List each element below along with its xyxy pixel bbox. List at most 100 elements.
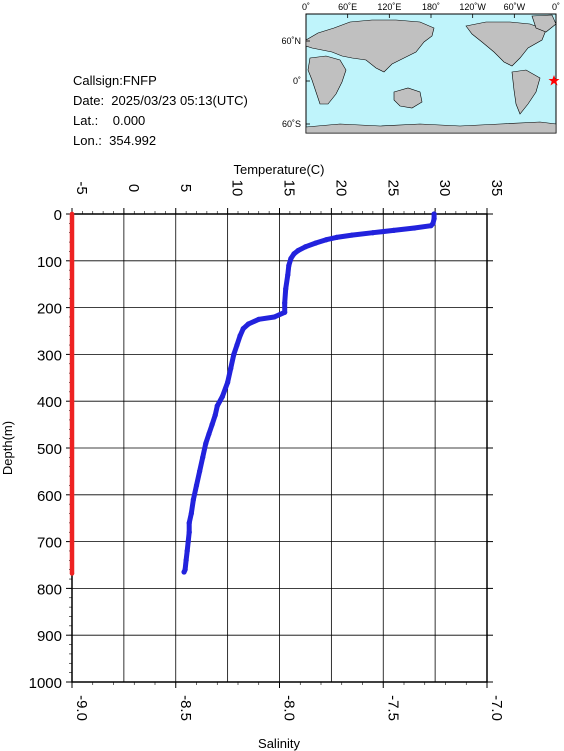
chart-grid (71, 213, 488, 683)
salinity-point-6 (69, 492, 75, 497)
salinity-point-8 (69, 571, 75, 576)
depth-tick-label: 800 (37, 581, 62, 598)
salinity-point-1 (69, 258, 75, 263)
temperature-point-19 (282, 309, 288, 315)
map-longitude-label: 60˚W (504, 2, 526, 12)
temperature-tick-label: 35 (488, 180, 505, 197)
greenland-landmass (531, 14, 557, 33)
depth-tick-label: 0 (54, 207, 62, 224)
depth-tick-label: 500 (37, 441, 62, 458)
temperature-axis: -5 0 5 10 15 20 25 30 35 (71, 180, 505, 214)
temperature-point-31 (212, 412, 218, 418)
callsign-text: Callsign:FNFP (73, 73, 157, 88)
temperature-tick-label: 15 (281, 180, 298, 197)
world-map: 0˚ 60˚E 120˚E 180˚ 120˚W 60˚W 0˚ 60˚N 0˚ 60˚S (281, 2, 560, 134)
temperature-point-11 (302, 244, 309, 250)
map-longitude-labels: 0˚ 60˚E 120˚E 180˚ 120˚W 60˚W 0˚ (302, 2, 560, 18)
map-longitude-label: 120˚W (459, 2, 486, 12)
temperature-tick-label: 5 (177, 184, 194, 192)
temperature-point-8 (333, 234, 340, 240)
temperature-point-43 (184, 548, 190, 554)
temperature-point-25 (234, 342, 240, 348)
temperature-point-24 (237, 333, 243, 339)
temperature-tick-label: 0 (125, 184, 142, 192)
longitude-text: Lon.: 354.992 (73, 133, 157, 148)
temperature-tick-label: 10 (229, 180, 246, 197)
depth-tick-label: 900 (37, 628, 62, 645)
salinity-point-2 (69, 305, 75, 310)
salinity-axis-title: Salinity (258, 736, 300, 751)
temperature-point-33 (206, 431, 212, 437)
temperature-point-28 (225, 379, 231, 386)
map-longitude-label: 180˚ (422, 2, 440, 12)
temperature-point-40 (186, 520, 192, 526)
temperature-point-29 (219, 393, 226, 400)
salinity-point-4 (69, 399, 75, 404)
salinity-tick-label: -7.0 (488, 695, 505, 721)
temperature-tick-label: -5 (73, 181, 90, 194)
temperature-point-0 (431, 211, 437, 217)
temperature-point-44 (183, 557, 189, 563)
africa-landmass (307, 55, 347, 105)
chart-series (69, 211, 437, 576)
temperature-point-36 (197, 468, 203, 474)
south-america-landmass (511, 69, 541, 115)
depth-axis: 0 100 200 300 400 500 600 700 800 900 1000 (29, 207, 493, 692)
salinity-tick-label: -8.0 (281, 695, 298, 721)
temperature-point-16 (285, 272, 291, 278)
temperature-point-18 (282, 300, 288, 306)
temperature-point-35 (200, 454, 206, 460)
temperature-point-42 (185, 539, 191, 545)
temperature-tick-label: 30 (436, 180, 453, 197)
temperature-tick-label: 25 (384, 180, 401, 197)
temperature-point-13 (291, 251, 297, 257)
depth-tick-label: 200 (37, 301, 62, 318)
latitude-text: Lat.: 0.000 (73, 113, 146, 128)
map-longitude-label: 60˚E (338, 2, 357, 12)
temperature-point-9 (323, 237, 329, 243)
map-longitude-label: 120˚E (377, 2, 401, 12)
map-latitude-label: 60˚N (281, 36, 301, 46)
map-latitude-label: 60˚S (282, 119, 301, 129)
temperature-point-6 (370, 230, 376, 236)
temperature-point-3 (428, 223, 434, 229)
salinity-point-5 (69, 445, 75, 451)
map-longitude-label: 0˚ (302, 2, 310, 12)
temperature-point-32 (209, 422, 215, 428)
map-longitude-label: 0˚ (552, 2, 560, 12)
temperature-point-7 (349, 232, 355, 238)
depth-tick-label: 600 (37, 488, 62, 505)
date-text: Date: 2025/03/23 05:13(UTC) (73, 93, 248, 108)
temperature-point-14 (288, 255, 294, 262)
station-info: Callsign:FNFP Date: 2025/03/23 05:13(UTC… (73, 71, 248, 151)
temperature-point-5 (391, 227, 397, 233)
north-america-landmass (465, 21, 547, 67)
map-landmasses (305, 14, 557, 134)
temperature-point-46 (181, 569, 187, 575)
temperature-point-39 (188, 510, 194, 517)
temperature-point-10 (313, 240, 319, 246)
temperature-point-30 (214, 403, 220, 409)
depth-tick-label: 100 (37, 254, 62, 271)
temperature-point-1 (431, 216, 437, 222)
depth-axis-title: Depth(m) (0, 421, 15, 475)
temperature-axis-title: Temperature(C) (233, 162, 324, 177)
depth-tick-label: 1000 (29, 675, 62, 692)
salinity-point-0 (69, 211, 75, 217)
temperature-point-27 (228, 365, 234, 372)
station-marker (548, 75, 560, 86)
temperature-point-4 (411, 225, 417, 231)
map-latitude-label: 0˚ (293, 76, 301, 86)
temperature-point-23 (240, 326, 246, 332)
temperature-tick-label: 20 (332, 180, 349, 197)
temperature-point-15 (286, 262, 292, 269)
temperature-point-22 (245, 321, 251, 327)
salinity-axis: -9.0 -8.5 -8.0 -7.5 -7.0 (71, 682, 505, 721)
temperature-point-38 (190, 496, 196, 503)
temperature-profile-line (181, 211, 437, 575)
depth-tick-label: 400 (37, 394, 62, 411)
temperature-point-12 (295, 247, 301, 254)
salinity-point-3 (69, 352, 75, 357)
australia-landmass (393, 87, 423, 109)
